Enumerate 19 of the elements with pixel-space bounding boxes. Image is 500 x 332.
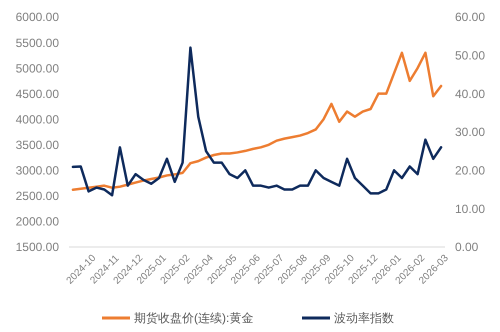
y-tick-label: 2000.00 (16, 214, 60, 229)
y-tick-label: 6000.00 (16, 10, 60, 24)
y-tick-label: 1500.00 (16, 240, 60, 254)
y2-tick-label: 10.00 (455, 202, 486, 216)
legend-label: 波动率指数 (334, 311, 394, 326)
y-tick-label: 4000.00 (16, 112, 60, 126)
y2-tick-label: 30.00 (455, 125, 486, 140)
y-tick-label: 3500.00 (16, 138, 60, 152)
y2-tick-label: 20.00 (455, 164, 486, 178)
y-tick-label: 3000.00 (16, 164, 60, 178)
y2-tick-label: 0.00 (455, 240, 479, 254)
y2-tick-label: 50.00 (455, 48, 486, 63)
y-tick-label: 2500.00 (16, 189, 60, 204)
y-tick-label: 4500.00 (16, 86, 60, 101)
y-tick-label: 5500.00 (16, 36, 60, 50)
y2-tick-label: 60.00 (455, 10, 486, 24)
y-tick-label: 5000.00 (16, 61, 60, 76)
legend-label: 期货收盘价(连续):黄金 (134, 311, 254, 326)
y2-tick-label: 40.00 (455, 86, 486, 101)
